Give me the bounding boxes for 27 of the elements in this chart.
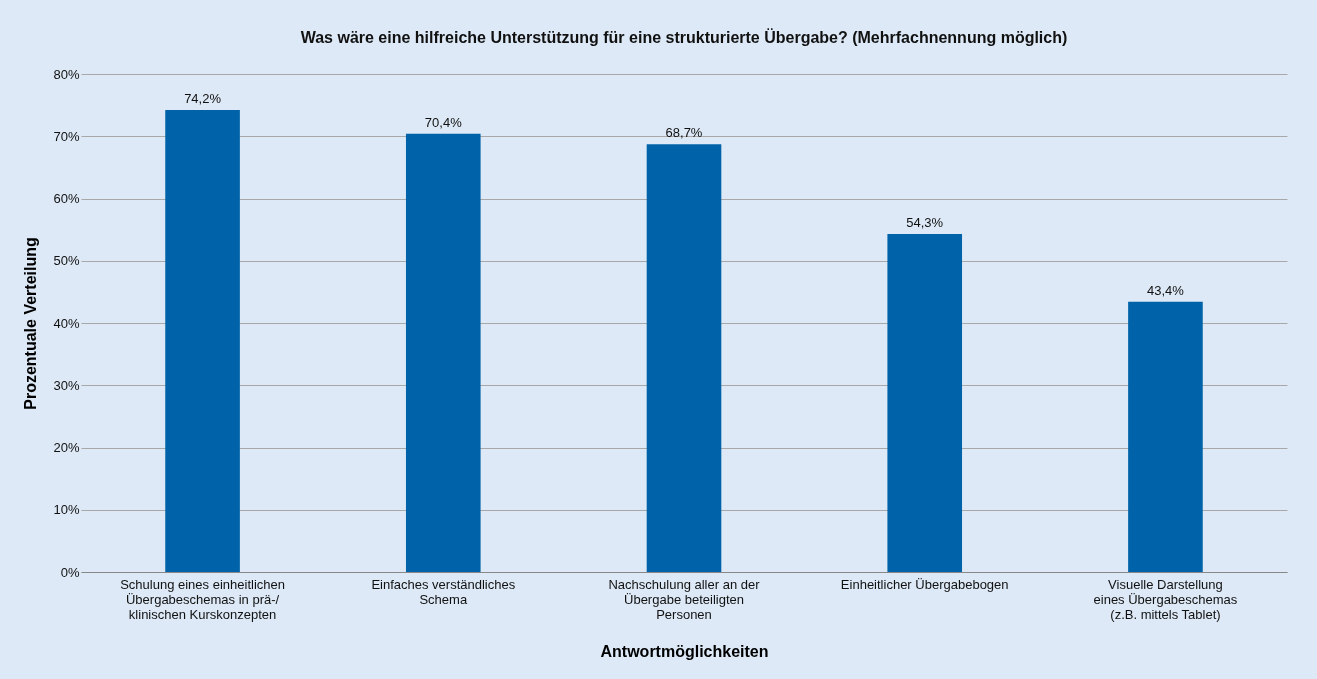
bar xyxy=(405,133,481,572)
x-axis-title: Antwortmöglichkeiten xyxy=(600,642,769,660)
y-tick-label: 20% xyxy=(53,440,80,455)
y-tick-label: 10% xyxy=(53,502,80,518)
bar xyxy=(1128,301,1203,572)
y-tick-label: 0% xyxy=(60,564,80,580)
y-tick-label: 30% xyxy=(53,377,80,393)
data-label: 68,7% xyxy=(665,125,703,141)
bar xyxy=(887,233,963,572)
chart-title: Was wäre eine hilfreiche Unterstützung für eine strukturierte Übergabe? (Mehrfachnennung möglich) xyxy=(300,28,1068,46)
y-tick-label: 40% xyxy=(53,315,80,331)
y-tick-label: 70% xyxy=(53,128,80,144)
x-tick-label: Einheitlicher Übergabebogen xyxy=(840,576,1009,592)
bar xyxy=(165,110,240,572)
data-label: 43,4% xyxy=(1147,282,1185,298)
x-tick-label: Schulung eines einheitlichen Übergabeschemas in prä-/ klinischen Kurskonzepten xyxy=(120,576,285,622)
y-axis-title: Prozentuale Verteilung xyxy=(22,237,40,410)
x-tick-label: Visuelle Darstellung eines Übergabeschemas (z.B. mittels Tablet) xyxy=(1093,576,1238,622)
y-tick-label: 50% xyxy=(53,253,80,269)
data-label: 70,4% xyxy=(424,114,463,130)
y-tick-label: 80% xyxy=(53,66,80,82)
data-label: 74,2% xyxy=(184,91,222,107)
bar xyxy=(646,144,722,572)
x-tick-label: Nachschulung aller an der Übergabe beteiligten Personen xyxy=(608,576,761,622)
data-label: 54,3% xyxy=(906,214,944,230)
y-tick-label: 60% xyxy=(53,191,80,206)
x-tick-label: Einfaches verständliches Schema xyxy=(371,576,516,607)
